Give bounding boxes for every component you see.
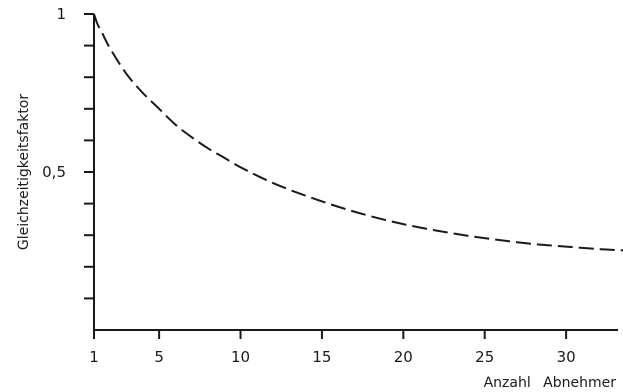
series-line <box>93 13 623 252</box>
series-points <box>93 13 623 251</box>
x-ticks <box>93 330 568 339</box>
x-axis-title: Anzahl Abnehmer <box>484 375 617 391</box>
x-tick-label: 20 <box>394 348 413 366</box>
x-tick-label: 10 <box>231 348 250 366</box>
y-ticks <box>84 13 94 300</box>
x-tick-label: 1 <box>89 348 99 366</box>
data-point <box>109 48 111 50</box>
y-tick-label: 1 <box>56 5 66 23</box>
x-tick-labels: 1 5 10 15 20 25 30 <box>89 348 575 366</box>
x-tick-label: 15 <box>312 348 331 366</box>
x-tick-label: 30 <box>557 348 576 366</box>
data-point <box>598 248 600 250</box>
y-tick-labels: 0,51 <box>42 5 66 181</box>
x-tick-label: 25 <box>475 348 494 366</box>
y-axis-title: Gleichzeitigkeitsfaktor <box>16 94 32 250</box>
x-tick-label: 5 <box>154 348 164 366</box>
data-point <box>533 243 535 245</box>
y-tick-label: 0,5 <box>42 163 66 181</box>
